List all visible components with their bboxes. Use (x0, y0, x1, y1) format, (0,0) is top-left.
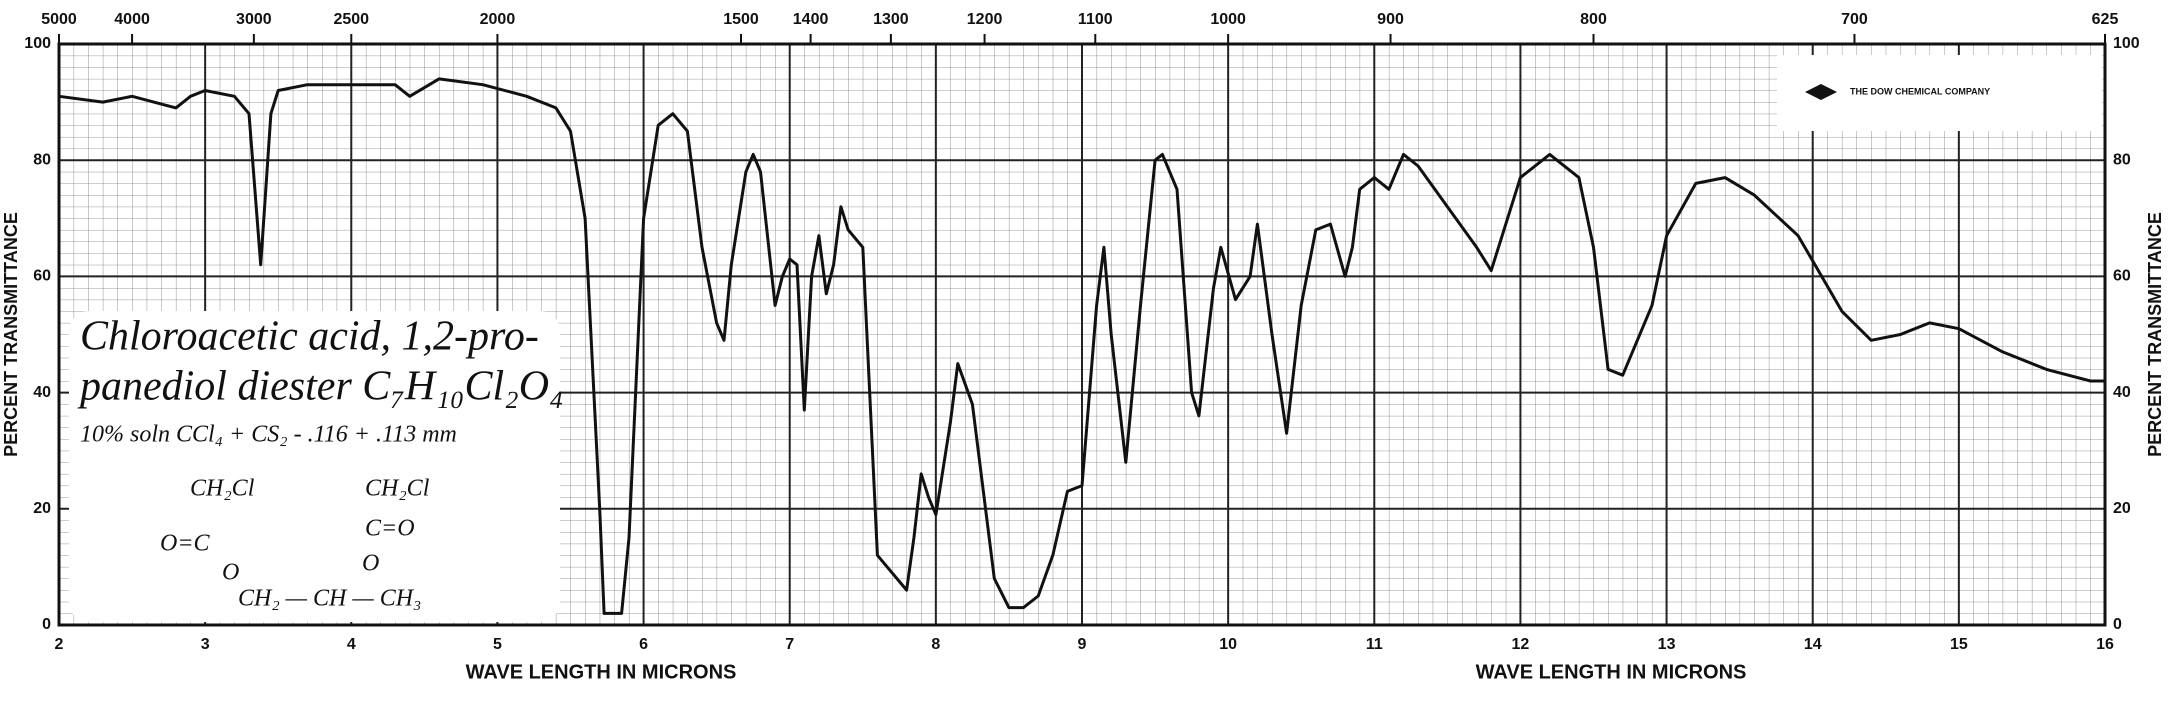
compound-name: panediol diester C₇H₁₀Cl₂O₄ (77, 364, 564, 410)
y-tick-label: 40 (33, 384, 51, 401)
x2-tick-label: 3000 (236, 11, 272, 28)
x2-tick-label: 1400 (793, 11, 829, 28)
logo-mark (1805, 84, 1837, 100)
x2-tick-label: 625 (2092, 11, 2119, 28)
y2-axis-label: PERCENT TRANSMITTANCE (2145, 212, 2165, 457)
x2-tick-label: 1200 (967, 11, 1003, 28)
x2-tick-label: 1000 (1210, 11, 1246, 28)
y2-tick-label: 80 (2113, 151, 2131, 168)
structure: CH₂ — CH — CH₃ (238, 586, 421, 612)
x2-tick-label: 700 (1841, 11, 1868, 28)
x-axis-label: WAVE LENGTH IN MICRONS (466, 661, 737, 683)
x-tick-label: 13 (1658, 636, 1676, 653)
y2-tick-label: 60 (2113, 268, 2131, 285)
x-tick-label: 8 (931, 636, 940, 653)
x-tick-label: 2 (55, 636, 64, 653)
y2-tick-label: 0 (2113, 616, 2122, 633)
structure: O (222, 560, 239, 586)
y-tick-label: 60 (33, 268, 51, 285)
plot-frame (57, 42, 2107, 627)
compound-name: Chloroacetic acid, 1,2-pro- (80, 314, 539, 360)
x-axis-label: WAVE LENGTH IN MICRONS (1476, 661, 1747, 683)
x-tick-label: 10 (1219, 636, 1237, 653)
conditions: 10% soln CCl₄ + CS₂ - .116 + .113 mm (80, 422, 457, 448)
y2-tick-label: 40 (2113, 384, 2131, 401)
logo-text: THE DOW CHEMICAL COMPANY (1850, 86, 1990, 96)
structure: O=C (160, 531, 211, 557)
x-tick-label: 11 (1366, 636, 1383, 653)
x2-tick-label: 1100 (1078, 11, 1113, 28)
structure: CH₂Cl (190, 476, 255, 502)
y-tick-label: 0 (42, 616, 51, 633)
y-axis-label: PERCENT TRANSMITTANCE (1, 212, 21, 457)
structure: O (362, 551, 379, 577)
x-tick-label: 5 (493, 636, 502, 653)
x-tick-label: 9 (1078, 636, 1087, 653)
x2-tick-label: 5000 (41, 11, 77, 28)
x2-tick-label: 2500 (333, 11, 369, 28)
structure: C=O (365, 516, 415, 542)
x-tick-label: 14 (1804, 636, 1822, 653)
structure: CH₂Cl (365, 476, 430, 502)
x-tick-label: 3 (201, 636, 210, 653)
x2-tick-label: 2000 (480, 11, 516, 28)
x-tick-label: 12 (1512, 636, 1530, 653)
x2-tick-label: 4000 (114, 11, 150, 28)
y-tick-label: 100 (24, 35, 51, 52)
x-tick-label: 4 (347, 636, 356, 653)
x-tick-label: 16 (2096, 636, 2114, 653)
x2-tick-label: 900 (1377, 11, 1404, 28)
x2-tick-label: 1500 (723, 11, 759, 28)
y-tick-label: 80 (33, 151, 51, 168)
y2-tick-label: 100 (2113, 35, 2140, 52)
spectrum-line (58, 77, 2105, 615)
y2-tick-label: 20 (2113, 500, 2131, 517)
x-tick-label: 6 (639, 636, 648, 653)
x-tick-label: 15 (1950, 636, 1968, 653)
x-tick-label: 7 (785, 636, 794, 653)
annotation-box (69, 311, 560, 622)
y-tick-label: 20 (33, 500, 51, 517)
axes: 0 0 20 20 40 40 60 60 80 80 100 100 2 3 4 5 6 7 8 9 10 11 12 13… (1, 11, 2165, 683)
x2-tick-label: 800 (1580, 11, 1607, 28)
x2-tick-label: 1300 (873, 11, 909, 28)
